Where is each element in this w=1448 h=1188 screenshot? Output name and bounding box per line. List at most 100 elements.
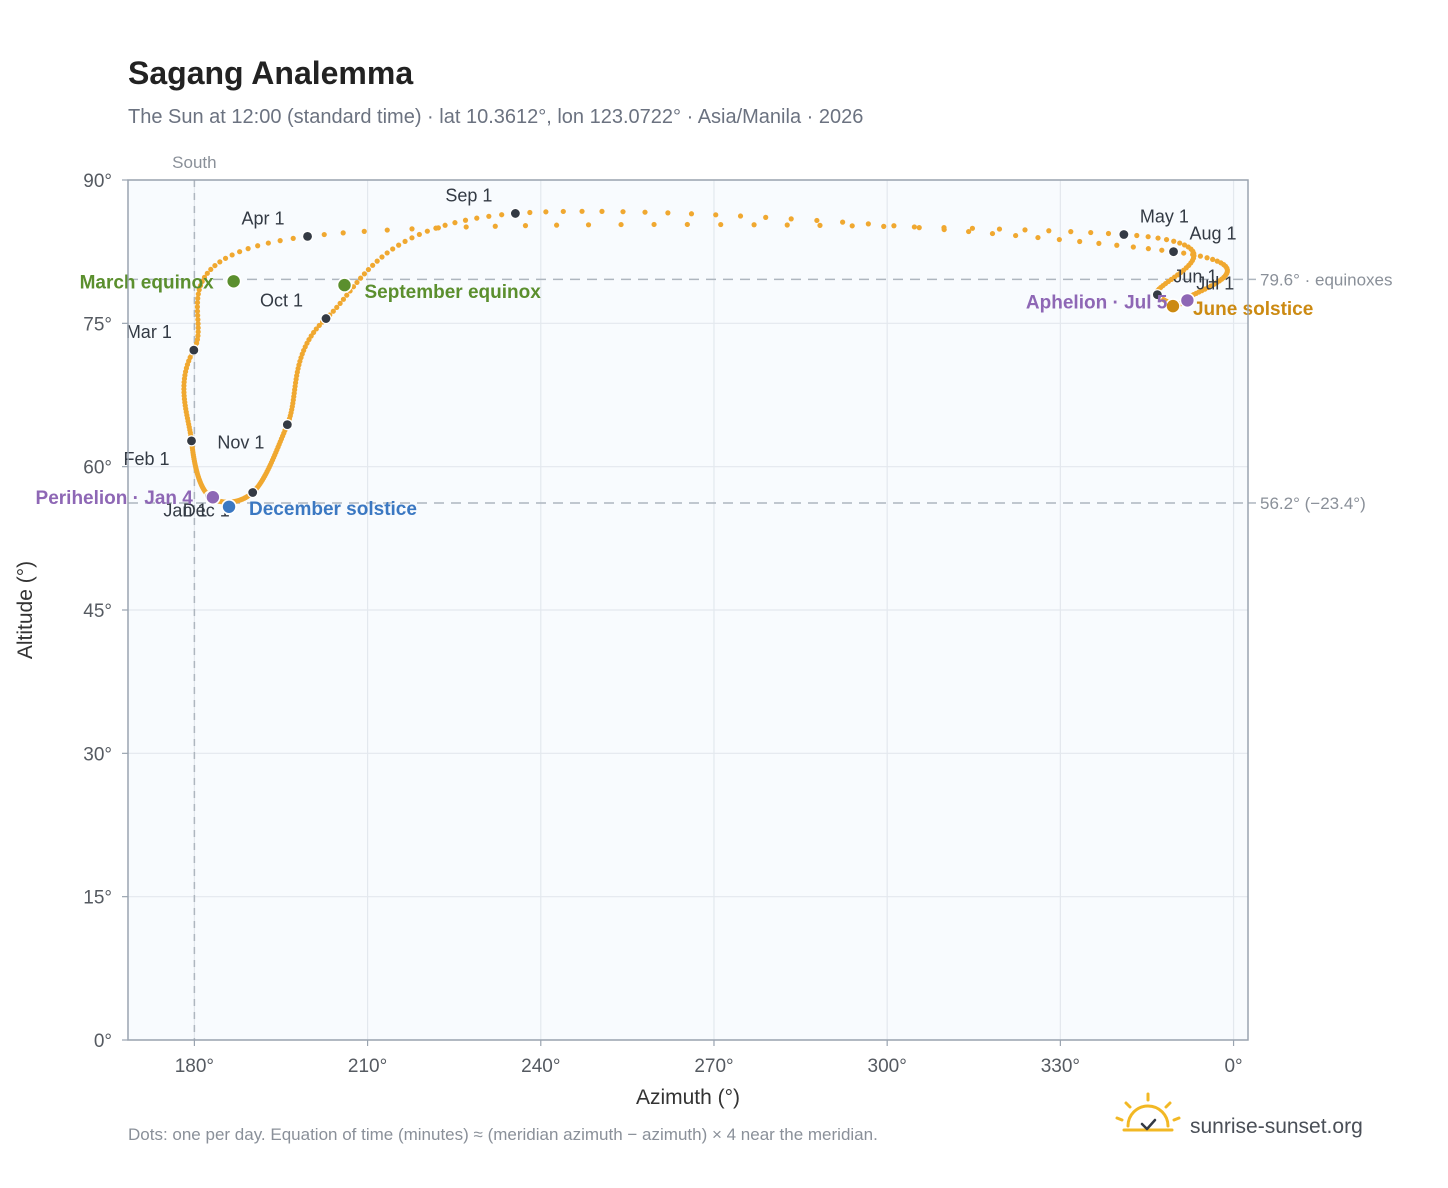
- daily-dot: [865, 221, 871, 227]
- chart-title: Sagang Analemma: [128, 55, 413, 91]
- month-marker: [509, 207, 521, 220]
- daily-dot: [688, 211, 695, 217]
- y-tick-label: 15°: [83, 888, 112, 909]
- daily-dot: [229, 252, 235, 258]
- daily-dot: [370, 262, 376, 268]
- daily-dot: [560, 208, 566, 215]
- daily-dot: [817, 222, 823, 228]
- daily-dot: [522, 223, 529, 229]
- daily-dot: [194, 300, 201, 306]
- daily-dot: [651, 221, 657, 228]
- daily-dot: [989, 230, 996, 237]
- daily-dot: [217, 259, 223, 265]
- daily-dot: [718, 221, 724, 228]
- event-label: Aphelion · Jul 5: [1026, 292, 1168, 313]
- daily-dot: [966, 228, 972, 235]
- daily-dot: [1013, 232, 1019, 239]
- daily-dot: [433, 225, 439, 231]
- daily-dot: [195, 295, 201, 301]
- daily-dot: [585, 222, 592, 228]
- y-tick-label: 60°: [83, 458, 112, 479]
- month-label: Jun 1: [1173, 267, 1217, 287]
- x-tick-label: 330°: [1041, 1056, 1080, 1077]
- daily-dot: [199, 278, 205, 285]
- daily-dot: [1145, 246, 1151, 252]
- daily-dot: [340, 296, 347, 302]
- chart-subtitle: The Sun at 12:00 (standard time) · lat 1…: [128, 106, 863, 128]
- daily-dot: [543, 209, 549, 215]
- daily-dot: [1022, 227, 1028, 233]
- daily-dot: [1134, 232, 1140, 239]
- daily-dot: [245, 246, 251, 252]
- daily-dot: [620, 209, 626, 215]
- y-tick-label: 0°: [94, 1031, 112, 1052]
- daily-dot: [1105, 230, 1112, 237]
- daily-dot: [849, 223, 855, 229]
- event-marker: [225, 273, 242, 290]
- daily-dot: [751, 222, 757, 228]
- daily-dot: [474, 215, 480, 221]
- daily-dot: [1046, 228, 1052, 234]
- reference-line-label: 56.2° (−23.4°): [1260, 494, 1366, 513]
- brand-name: sunrise-sunset.org: [1190, 1115, 1363, 1138]
- daily-dot: [486, 213, 492, 219]
- daily-dot: [1204, 255, 1210, 261]
- month-label: Sep 1: [445, 185, 492, 205]
- event-marker: [336, 277, 353, 293]
- event-label: Perihelion · Jan 4: [36, 488, 194, 509]
- month-label: Feb 1: [124, 449, 170, 469]
- daily-dot: [452, 220, 458, 226]
- daily-dot: [1171, 238, 1177, 244]
- daily-dot: [237, 249, 243, 255]
- daily-dot: [642, 209, 648, 215]
- daily-dot: [354, 279, 360, 286]
- month-marker: [281, 419, 293, 431]
- daily-dot: [788, 216, 794, 222]
- x-tick-label: 0°: [1224, 1056, 1242, 1077]
- daily-dot: [462, 217, 469, 223]
- daily-dot: [365, 266, 372, 273]
- x-tick-label: 270°: [694, 1056, 733, 1077]
- event-label: June solstice: [1193, 299, 1313, 320]
- x-axis-label: Azimuth (°): [636, 1086, 740, 1109]
- event-marker: [205, 489, 221, 506]
- y-tick-label: 30°: [83, 744, 112, 765]
- daily-dot: [208, 266, 214, 273]
- daily-dot: [911, 224, 917, 230]
- daily-dot: [1197, 253, 1204, 259]
- daily-dot: [891, 223, 897, 229]
- month-label: May 1: [1140, 206, 1189, 226]
- daily-dot: [374, 258, 380, 264]
- check-icon: [1140, 1118, 1157, 1131]
- daily-dot: [409, 226, 415, 232]
- month-label: Jan 1: [163, 500, 207, 520]
- event-marker: [1165, 298, 1181, 314]
- daily-dot: [321, 231, 327, 238]
- daily-dot: [340, 230, 346, 236]
- daily-dot: [195, 291, 201, 297]
- daily-dot: [384, 250, 390, 256]
- event-marker: [1179, 292, 1196, 309]
- daily-dot: [212, 262, 218, 269]
- axis-ticks: 180° 210° 240° 270° 300° 330° 0° 0° 15° 30° 45° 60°…: [83, 171, 1242, 1077]
- daily-dot: [527, 209, 533, 216]
- month-label: Oct 1: [260, 291, 303, 311]
- event-label: December solstice: [249, 499, 417, 520]
- daily-dot: [265, 240, 271, 246]
- daily-dot: [201, 274, 208, 280]
- daily-dot: [554, 222, 560, 228]
- month-marker: [1151, 289, 1163, 301]
- month-label: Nov 1: [217, 433, 264, 453]
- month-label: Jul 1: [1196, 273, 1234, 293]
- event-label: March equinox: [80, 272, 215, 293]
- daily-dot: [1190, 251, 1196, 258]
- daily-dot: [195, 329, 201, 335]
- daily-dot: [969, 225, 976, 231]
- x-tick-label: 300°: [868, 1056, 907, 1077]
- month-marker: [185, 435, 198, 447]
- daily-dot: [313, 326, 319, 332]
- daily-dot: [379, 254, 385, 260]
- daily-dot: [195, 325, 201, 331]
- month-marker: [1118, 228, 1130, 241]
